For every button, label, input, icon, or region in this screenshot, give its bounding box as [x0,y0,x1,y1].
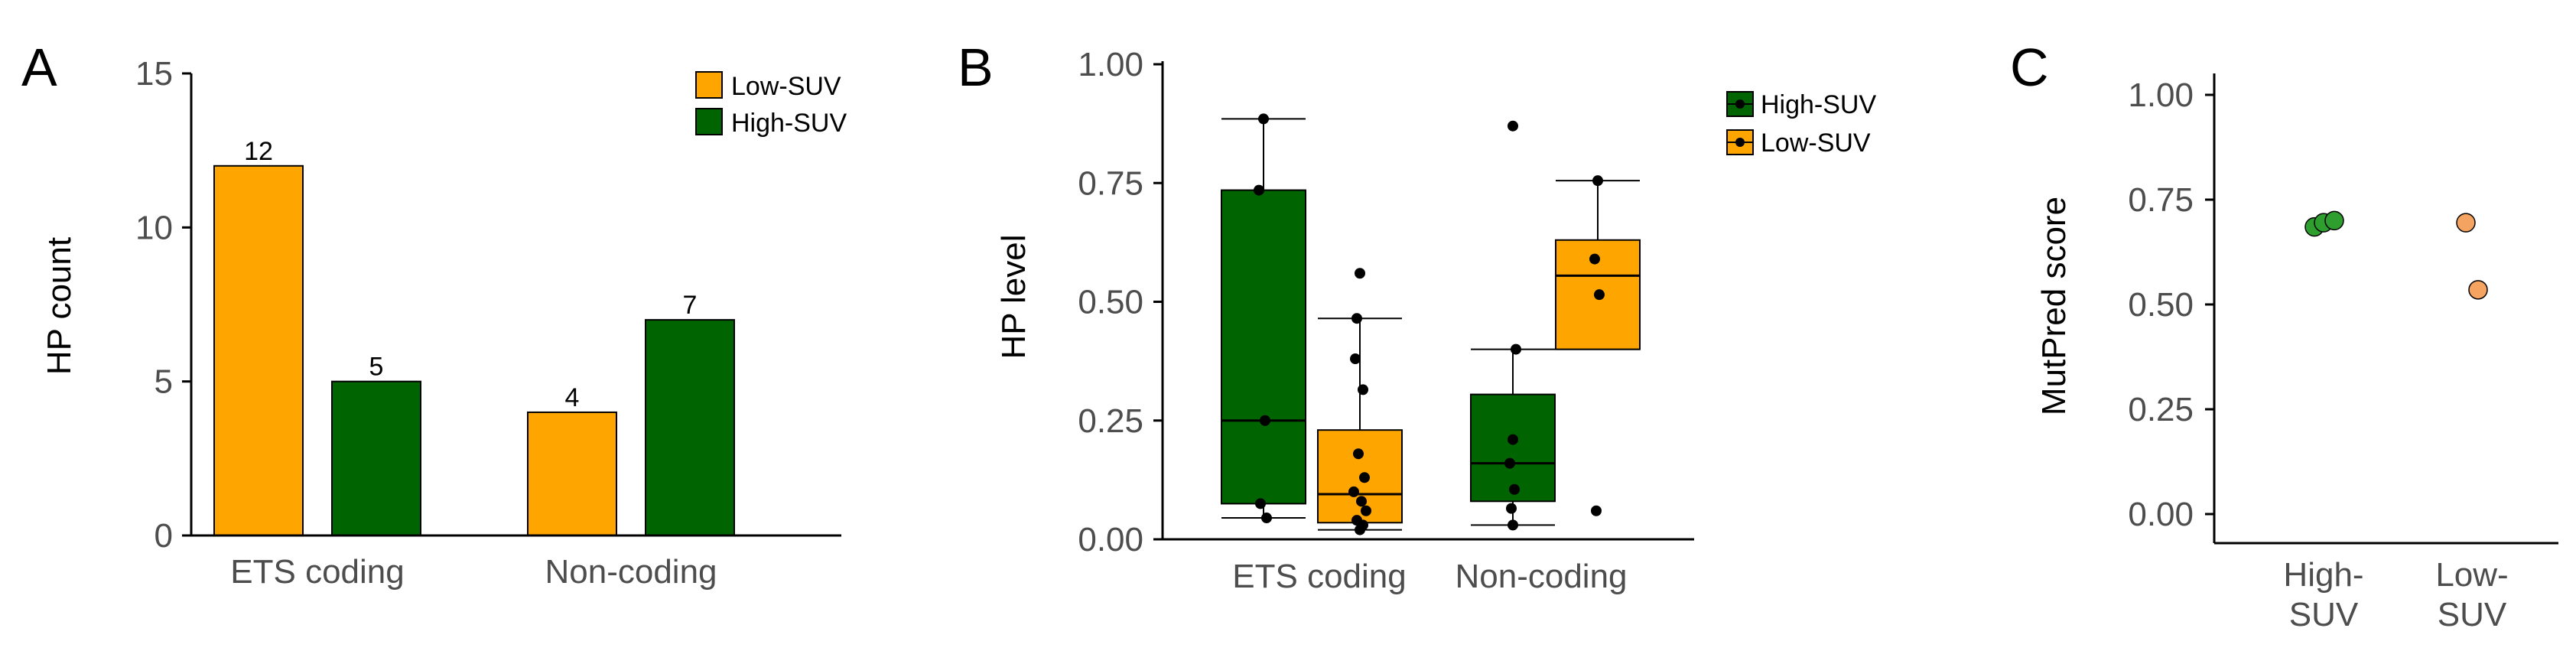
panel-a-bar-chart: HP count 0 5 10 15 12 4 5 7 ETS coding Non-codi… [41,55,847,591]
panel-b-data-point [1589,253,1600,265]
panel-c-x-tick-label: Low- [2435,556,2508,594]
panel-b-box [1470,393,1556,503]
panel-b-data-point [1356,496,1367,507]
panel-c-y-tick-label: 0.75 [2128,181,2194,219]
panel-b-y-tick-label: 0.00 [1078,521,1143,558]
panel-c-x-tick-label: SUV [2438,596,2507,633]
panel-c-y-tick-label: 0.50 [2128,286,2194,324]
panel-a-ylabel: HP count [41,237,78,375]
panel-a-x-tick-label: ETS coding [230,553,404,591]
panel-a-y-tick-label: 0 [154,517,173,555]
panel-b-data-point [1592,175,1603,187]
panel-c-y-tick-label: 0.25 [2128,391,2194,428]
panel-a-bar-value-label: 5 [369,353,384,382]
panel-a-bar-value-label: 4 [565,383,580,412]
panel-b-data-point [1509,483,1520,495]
panel-b-data-point [1348,486,1359,497]
panel-a-legend-key-high-suv [695,108,723,135]
panel-b-y-tick-label: 0.25 [1078,402,1143,440]
panel-b-data-point [1508,519,1518,531]
panel-b-data-point [1506,503,1517,514]
panel-b-data-point [1261,513,1272,524]
panel-b-y-tick-label: 0.50 [1078,284,1143,321]
panel-b-data-point [1260,415,1270,426]
panel-c-scatter-plot: MutPred score 0.00 0.25 0.50 0.75 1.00 High-… [2035,73,2558,633]
panel-c-y-tick-label: 0.00 [2128,496,2194,533]
panel-b-legend-key-dot [1735,138,1745,147]
panel-a-bar [213,164,304,537]
panel-a-legend-label: Low-SUV [731,72,841,101]
panel-c-data-point [2456,213,2476,233]
panel-c-data-point [2468,280,2488,300]
panel-a-bar-value-label: 12 [244,137,273,166]
panel-b-x-tick-label: ETS coding [1232,558,1406,595]
panel-a-bar [527,411,617,537]
panel-b-data-point [1511,343,1521,355]
panel-a-bar [645,319,735,536]
panel-b-y-tick-label: 1.00 [1078,46,1143,83]
panel-b-x-tick-label: Non-coding [1455,558,1627,595]
panel-b-data-point [1353,448,1364,460]
panel-b-box-plot: HP level 0.00 0.25 0.50 0.75 1.00 ETS coding… [995,46,1876,595]
panel-b-y-tick-label: 0.75 [1078,164,1143,202]
panel-label-c: C [2010,37,2049,97]
panel-b-data-point [1508,120,1518,132]
panel-a-legend-label: High-SUV [731,109,847,138]
panel-b-data-point [1254,184,1264,196]
panel-label-a: A [21,37,57,97]
panel-a-bar-value-label: 7 [683,291,698,320]
panel-b-data-point [1351,313,1362,324]
panel-b-data-point [1361,505,1371,516]
panel-c-x-tick-label: High- [2283,556,2363,594]
panel-b-data-point [1359,472,1370,483]
panel-b-data-point [1591,505,1602,516]
panel-b-data-point [1355,268,1365,279]
panel-b-data-point [1350,353,1361,365]
panel-a-y-tick-label: 15 [135,55,173,93]
panel-a-bar [331,380,421,536]
panel-b-data-point [1258,113,1269,125]
panel-b-legend-label: High-SUV [1761,90,1876,119]
panel-a-y-tick-label: 5 [154,363,173,401]
panel-c-x-tick-label: SUV [2289,596,2359,633]
panel-b-data-point [1504,457,1515,469]
panel-b-data-point [1508,434,1518,445]
panel-a-x-tick-label: Non-coding [545,553,717,591]
panel-b-ylabel: HP level [995,234,1033,359]
panel-b-data-point [1255,498,1266,509]
panel-a-legend-key-low-suv [695,71,723,99]
panel-b-legend-label: Low-SUV [1761,129,1871,158]
panel-b-legend-key-dot [1735,99,1745,109]
panel-b-data-point [1358,384,1368,395]
panel-label-b: B [958,37,994,97]
panel-c-ylabel: MutPred score [2035,197,2073,415]
panel-a-y-tick-label: 10 [135,209,173,246]
panel-b-data-point [1355,524,1365,535]
panel-c-data-point [2324,210,2344,231]
panel-c-y-tick-label: 1.00 [2128,76,2194,114]
panel-b-box [1221,189,1306,505]
panel-b-data-point [1594,289,1605,301]
